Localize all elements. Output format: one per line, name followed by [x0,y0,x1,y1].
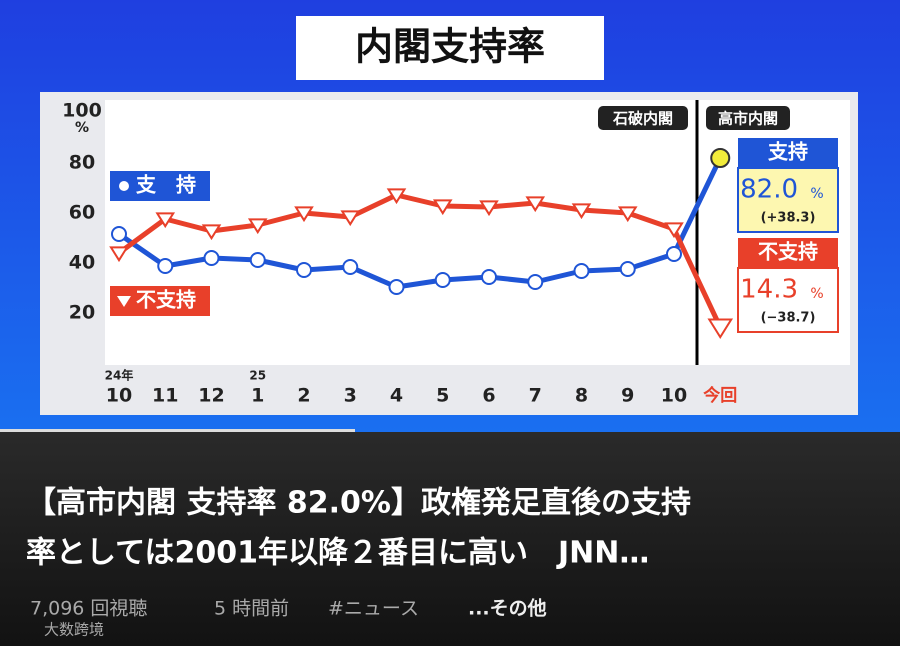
video-title[interactable]: 率としては2001年以降２番目に高い JNN… [26,536,649,571]
point [525,196,546,213]
callout-title: 不支持 [758,240,818,264]
point [527,274,544,290]
value-label: 14.3 [740,275,798,305]
legend-label: 支 持 [136,173,196,197]
video-title[interactable]: 【高市内閣 支持率 82.0%】政権発足直後の支持 [26,486,691,521]
point [201,224,222,241]
callout-header [738,238,838,268]
x-tick-label: 10 [106,385,132,407]
x-tick-label: 5 [436,385,449,407]
value-unit: % [810,186,823,202]
point [157,258,174,274]
hashtag[interactable]: #ニュース [328,598,419,620]
legend-marker [119,181,129,191]
view-count: 7,096 回視聴 [30,598,147,620]
point [707,318,734,340]
y-tick-label: 60 [69,202,95,224]
callout-title: 支持 [768,140,808,164]
point [479,200,499,217]
point [573,263,590,279]
x-tick-label: 3 [344,385,357,407]
watermark: 大数跨境 [44,621,104,639]
y-tick-label: 20 [69,302,95,324]
y-unit: % [75,120,89,136]
series-line [117,192,723,329]
point [296,262,312,278]
y-tick-label: 40 [69,252,95,274]
x-tick-label: 1 [251,385,264,407]
x-tick-label: 4 [390,385,403,407]
point [203,250,220,266]
period-badge [706,106,790,130]
point [249,252,266,268]
change-label: (−38.7) [761,311,816,326]
x-tick-label: 9 [621,385,634,407]
period-badge [598,106,688,130]
x-tick-label: 今回 [703,385,737,406]
progress-bar[interactable] [0,429,355,432]
point [155,212,176,229]
point [710,148,731,168]
legend-marker [117,296,131,307]
point [388,279,405,295]
point [111,226,127,242]
value-unit: % [810,286,823,302]
point [109,246,129,263]
more-link[interactable]: ...その他 [468,597,547,620]
x-tick-label: 6 [482,385,495,407]
point [342,259,359,275]
year-label: 25 [249,369,266,383]
chart-title: 内閣支持率 [355,25,545,69]
period-label: 高市内閣 [718,110,778,128]
x-tick-label: 12 [198,385,224,407]
x-tick-label: 8 [575,385,588,407]
title-box [296,16,604,80]
point [664,222,684,239]
point [617,206,638,223]
info-panel [0,432,900,646]
x-tick-label: 2 [297,385,310,407]
change-label: (+38.3) [761,211,816,226]
value-label: 82.0 [740,175,798,205]
callout-header [738,138,838,168]
point [247,218,268,235]
period-label: 石破内閣 [612,110,673,128]
point [340,210,361,227]
legend-label: 不支持 [136,288,196,312]
y-tick-label: 100 [62,100,102,122]
callout-body [737,167,839,233]
year-label: 24年 [105,368,134,383]
x-tick-label: 7 [529,385,542,407]
callout-body [737,267,839,333]
point [619,261,636,277]
point [481,269,497,285]
point [432,199,453,216]
upload-time: 5 時間前 [214,598,289,620]
point [386,188,407,205]
point [571,203,592,220]
point [294,206,314,223]
point [666,246,682,262]
point [434,272,451,288]
y-tick-label: 80 [69,152,95,174]
x-tick-label: 11 [152,385,178,407]
x-tick-label: 10 [661,385,687,407]
